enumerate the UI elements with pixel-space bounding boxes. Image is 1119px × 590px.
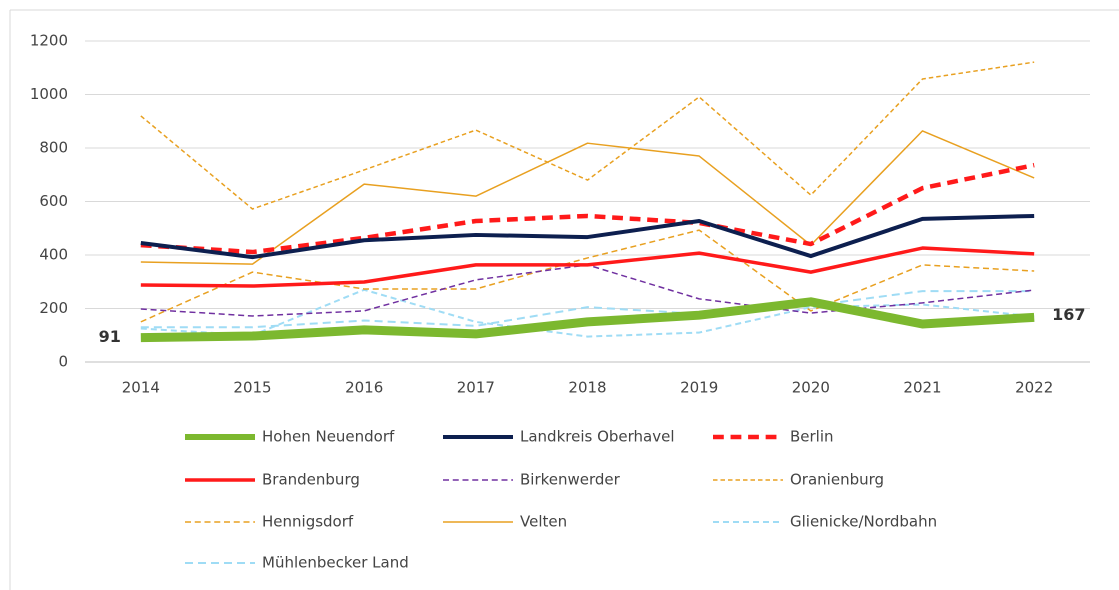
x-tick-label: 2022 — [1015, 379, 1053, 397]
x-tick-label: 2018 — [568, 379, 606, 397]
y-tick-label: 800 — [39, 139, 68, 157]
x-tick-label: 2017 — [457, 379, 495, 397]
series-line — [140, 213, 1035, 260]
legend-label: Velten — [520, 513, 567, 531]
legend-label: Brandenburg — [262, 471, 360, 489]
y-tick-label: 200 — [39, 299, 68, 317]
y-tick-label: 600 — [39, 192, 68, 210]
x-tick-label: 2019 — [680, 379, 718, 397]
legend-label: Landkreis Oberhavel — [520, 428, 675, 446]
data-label: 167 — [1052, 305, 1085, 324]
legend-label: Hennigsdorf — [262, 513, 354, 531]
y-tick-label: 1000 — [30, 85, 68, 103]
legend-label: Oranienburg — [790, 471, 884, 489]
series-line — [140, 61, 1035, 210]
legend-label: Mühlenbecker Land — [262, 554, 409, 572]
series-line — [140, 229, 1035, 323]
series-line — [140, 290, 1035, 329]
x-tick-label: 2016 — [345, 379, 383, 397]
x-tick-label: 2021 — [903, 379, 941, 397]
series-line — [140, 288, 1035, 338]
x-tick-label: 2015 — [233, 379, 271, 397]
x-tick-label: 2020 — [792, 379, 830, 397]
data-label: 91 — [99, 327, 121, 346]
y-tick-label: 400 — [39, 246, 68, 264]
legend-label: Hohen Neuendorf — [262, 428, 395, 446]
x-tick-label: 2014 — [122, 379, 160, 397]
series-line — [140, 130, 1035, 265]
series-line — [140, 162, 1035, 255]
legend-label: Berlin — [790, 428, 834, 446]
series-line — [140, 246, 1035, 288]
y-tick-label: 1200 — [30, 32, 68, 50]
y-tick-label: 0 — [58, 353, 68, 371]
series-line — [140, 297, 1035, 343]
legend-label: Birkenwerder — [520, 471, 621, 489]
legend-label: Glienicke/Nordbahn — [790, 513, 937, 531]
